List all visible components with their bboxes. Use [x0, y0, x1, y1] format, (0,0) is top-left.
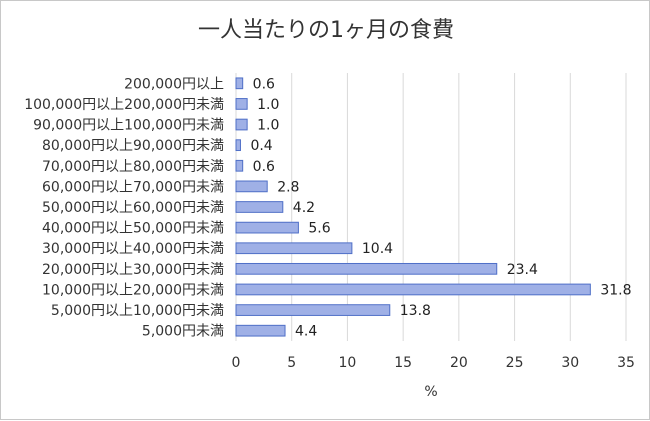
- bar-value-label: 0.4: [250, 138, 272, 154]
- label-layer: 0.61.01.00.40.62.84.25.610.423.431.813.8…: [250, 76, 631, 339]
- bar: [235, 118, 248, 131]
- bar-value-label: 2.8: [277, 179, 299, 195]
- y-category-label: 5,000円未満: [142, 324, 224, 340]
- bar-value-label: 0.6: [253, 76, 275, 92]
- y-category-label: 200,000円以上: [124, 76, 224, 92]
- bar: [235, 201, 284, 213]
- x-tick-label: 30: [561, 355, 579, 371]
- y-category-label: 70,000円以上80,000円未満: [42, 159, 224, 175]
- y-category-label: 10,000円以上20,000円未満: [42, 282, 224, 298]
- x-axis-title: %: [424, 384, 437, 400]
- bar: [235, 77, 244, 90]
- y-category-label: 30,000円以上40,000円未満: [42, 241, 224, 257]
- bar-value-label: 0.6: [253, 159, 275, 175]
- y-category-label: 90,000円以上100,000円未満: [33, 118, 224, 134]
- bar: [235, 98, 248, 110]
- bar: [235, 324, 286, 337]
- x-tick-label: 20: [450, 355, 468, 371]
- x-tick-label: 25: [506, 355, 524, 371]
- bar-value-label: 5.6: [308, 221, 330, 237]
- bar: [235, 304, 391, 316]
- bar-value-label: 31.8: [600, 282, 631, 298]
- y-category-label: 100,000円以上200,000円未満: [24, 97, 224, 113]
- bar-value-label: 4.2: [293, 200, 315, 216]
- bar: [235, 283, 591, 296]
- x-tick-label: 15: [394, 355, 412, 371]
- bar: [235, 180, 268, 193]
- bar-value-label: 1.0: [257, 97, 279, 113]
- bar: [235, 221, 299, 234]
- y-category-label: 20,000円以上30,000円未満: [42, 262, 224, 278]
- x-tick-label: 5: [287, 355, 296, 371]
- bar-value-label: 4.4: [295, 324, 317, 340]
- chart-title: 一人当たりの1ヶ月の食費: [198, 18, 454, 43]
- bar-value-label: 13.8: [400, 303, 431, 319]
- bar-layer: [235, 77, 591, 337]
- y-category-label: 50,000円以上60,000円未満: [42, 200, 224, 216]
- bar-value-label: 1.0: [257, 118, 279, 134]
- y-category-label: 5,000円以上10,000円未満: [51, 303, 224, 319]
- y-category-label: 80,000円以上90,000円未満: [42, 138, 224, 154]
- bar-value-label: 10.4: [362, 241, 393, 257]
- bar-value-label: 23.4: [507, 262, 538, 278]
- bar: [235, 262, 498, 275]
- bar: [235, 242, 353, 255]
- y-category-label: 40,000円以上50,000円未満: [42, 221, 224, 237]
- bar: [235, 159, 244, 172]
- grid-layer: [235, 73, 627, 341]
- y-category-label: 60,000円以上70,000円未満: [42, 179, 224, 195]
- x-tick-label: 0: [232, 355, 241, 371]
- axis-layer: 0 5 10 15 20 25 30 35 200,000円以上 100,000円以上200,00…: [24, 76, 635, 400]
- x-tick-label: 35: [617, 355, 635, 371]
- bar: [235, 139, 241, 152]
- x-tick-label: 10: [339, 355, 357, 371]
